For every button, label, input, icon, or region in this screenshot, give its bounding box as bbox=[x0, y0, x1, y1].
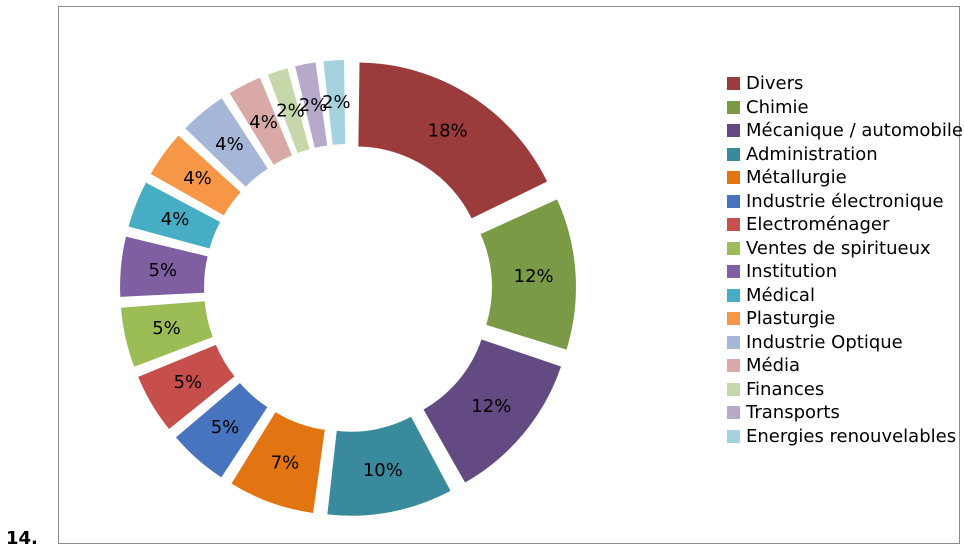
slice-finances bbox=[267, 68, 310, 154]
slice-chimie bbox=[480, 199, 576, 350]
legend-item-electromenager: Electroménager bbox=[727, 213, 963, 237]
legend-swatch bbox=[727, 429, 740, 443]
data-label-media: 4% bbox=[249, 112, 278, 133]
slice-transports bbox=[295, 62, 328, 148]
legend-swatch bbox=[727, 288, 740, 302]
legend-label: Industrie électronique bbox=[746, 190, 944, 212]
legend-swatch bbox=[727, 312, 740, 326]
slice-ventes-de-spiritueux bbox=[121, 301, 213, 367]
legend-item-industrie-electronique: Industrie électronique bbox=[727, 190, 963, 214]
legend-label: Chimie bbox=[746, 96, 809, 118]
legend-label: Finances bbox=[746, 378, 825, 400]
chart-legend: Divers Chimie Mécanique / automobile Admini… bbox=[727, 72, 963, 448]
legend-item-plasturgie: Plasturgie bbox=[727, 307, 963, 331]
legend-swatch bbox=[727, 194, 740, 208]
chart-frame: 18% 12% 12% 10% 7% 5% 5% 5% 5% 4% 4% 4% 4% 2% 2% 2% Div… bbox=[58, 6, 963, 544]
legend-item-transports: Transports bbox=[727, 401, 963, 425]
legend-swatch bbox=[727, 265, 740, 279]
slice-media bbox=[229, 77, 292, 165]
legend-item-ventes-de-spiritueux: Ventes de spiritueux bbox=[727, 237, 963, 261]
legend-item-finances: Finances bbox=[727, 378, 963, 402]
data-label-industrie-optique: 4% bbox=[215, 134, 244, 155]
legend-label: Energies renouvelables bbox=[746, 425, 957, 447]
legend-label: Médical bbox=[746, 284, 815, 306]
legend-item-divers: Divers bbox=[727, 72, 963, 96]
legend-swatch bbox=[727, 171, 740, 185]
legend-item-institution: Institution bbox=[727, 260, 963, 284]
slice-medical bbox=[128, 182, 221, 249]
legend-swatch bbox=[727, 124, 740, 138]
data-label-plasturgie: 4% bbox=[183, 168, 212, 189]
legend-label: Transports bbox=[746, 402, 840, 424]
data-label-institution: 5% bbox=[149, 260, 178, 281]
data-label-ventes-de-spiritueux: 5% bbox=[152, 318, 181, 339]
data-label-transports: 2% bbox=[299, 95, 328, 116]
data-label-divers: 18% bbox=[428, 120, 468, 141]
data-label-administration: 10% bbox=[363, 460, 403, 481]
legend-label: Electroménager bbox=[746, 214, 890, 236]
legend-item-chimie: Chimie bbox=[727, 96, 963, 120]
legend-swatch bbox=[727, 359, 740, 373]
legend-swatch bbox=[727, 218, 740, 232]
legend-label: Métallurgie bbox=[746, 167, 847, 189]
legend-item-administration: Administration bbox=[727, 143, 963, 167]
legend-item-energies-renouvelables: Energies renouvelables bbox=[727, 425, 963, 449]
slice-electromenager bbox=[138, 344, 235, 429]
legend-item-medical: Médical bbox=[727, 284, 963, 308]
slice-industrie-electronique bbox=[175, 382, 268, 478]
legend-swatch bbox=[727, 335, 740, 349]
data-label-industrie-electronique: 5% bbox=[211, 417, 240, 438]
legend-swatch bbox=[727, 100, 740, 114]
legend-item-metallurgie: Métallurgie bbox=[727, 166, 963, 190]
slice-administration bbox=[327, 416, 451, 516]
legend-swatch bbox=[727, 241, 740, 255]
item-number: 14. bbox=[6, 528, 38, 549]
legend-label: Plasturgie bbox=[746, 308, 836, 330]
data-label-medical: 4% bbox=[161, 209, 190, 230]
legend-label: Mécanique / automobile bbox=[746, 120, 963, 142]
data-label-chimie: 12% bbox=[514, 266, 554, 287]
legend-label: Institution bbox=[746, 261, 838, 283]
slice-plasturgie bbox=[150, 135, 241, 216]
legend-label: Administration bbox=[746, 143, 878, 165]
legend-label: Divers bbox=[746, 73, 804, 95]
legend-item-media: Média bbox=[727, 354, 963, 378]
legend-swatch bbox=[727, 406, 740, 420]
slice-institution bbox=[120, 236, 208, 297]
slice-energies-renouvelables bbox=[323, 60, 346, 145]
data-label-metallurgie: 7% bbox=[271, 453, 300, 474]
legend-swatch bbox=[727, 382, 740, 396]
slice-mecanique-automobile bbox=[423, 339, 562, 483]
donut-chart: 18%12%12%10%7%5%5%5%5%4%4%4%4%2%2%2% bbox=[120, 60, 576, 516]
legend-item-industrie-optique: Industrie Optique bbox=[727, 331, 963, 355]
slice-industrie-optique bbox=[185, 98, 268, 187]
legend-item-mecanique-automobile: Mécanique / automobile bbox=[727, 119, 963, 143]
data-label-electromenager: 5% bbox=[174, 372, 203, 393]
legend-swatch bbox=[727, 77, 740, 91]
slice-metallurgie bbox=[231, 412, 325, 513]
data-label-energies-renouvelables: 2% bbox=[322, 92, 351, 113]
slice-divers bbox=[358, 62, 548, 219]
data-label-finances: 2% bbox=[276, 101, 305, 122]
legend-label: Média bbox=[746, 355, 801, 377]
legend-label: Industrie Optique bbox=[746, 331, 903, 353]
data-label-mecanique-automobile: 12% bbox=[471, 396, 511, 417]
legend-swatch bbox=[727, 147, 740, 161]
legend-label: Ventes de spiritueux bbox=[746, 237, 931, 259]
